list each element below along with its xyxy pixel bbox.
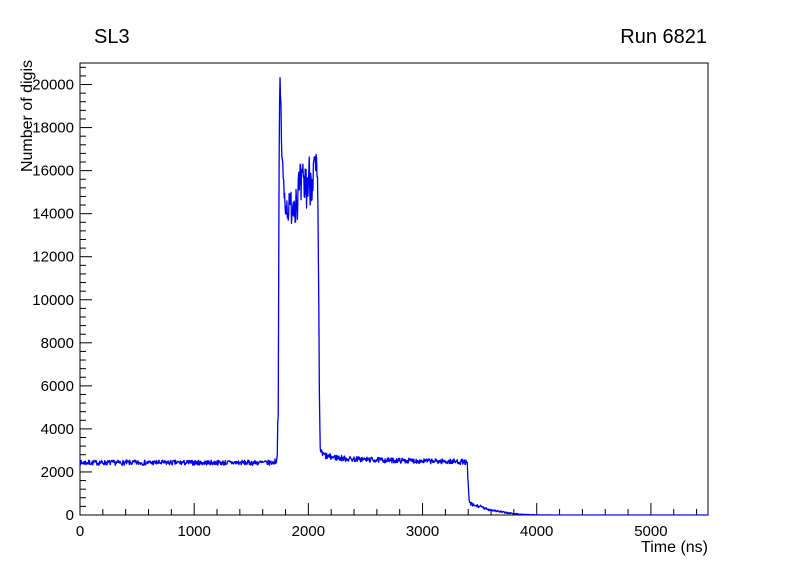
plot-frame [79, 62, 709, 516]
x-tick-label: 2000 [292, 523, 325, 540]
x-tick-label: 5000 [634, 523, 667, 540]
y-tick-label: 6000 [41, 378, 74, 395]
y-tick-label: 18000 [32, 120, 74, 137]
y-tick-label: 16000 [32, 163, 74, 180]
axis-ticks [79, 66, 698, 516]
pad-title-left: SL3 [94, 26, 130, 48]
y-tick-label: 8000 [41, 335, 74, 352]
y-tick-label: 2000 [41, 464, 74, 481]
x-tick-label: 3000 [406, 523, 439, 540]
y-tick-label: 12000 [32, 249, 74, 266]
y-tick-label: 14000 [32, 206, 74, 223]
histogram-line [80, 76, 708, 515]
x-tick-label: 4000 [520, 523, 553, 540]
x-tick-label: 1000 [177, 523, 210, 540]
x-tick-label: 0 [76, 523, 84, 540]
y-tick-label: 4000 [41, 421, 74, 438]
pad-title-right: Run 6821 [620, 26, 707, 48]
y-tick-label: 10000 [32, 292, 74, 309]
axis-tick-labels: 0 1000 2000 3000 4000 5000 0 2000 4000 6000 8000 10… [32, 77, 667, 540]
y-tick-label: 20000 [32, 77, 74, 94]
y-axis-title: Number of digis [19, 60, 36, 172]
y-tick-label: 0 [66, 507, 74, 524]
x-axis-title: Time (ns) [641, 539, 708, 556]
